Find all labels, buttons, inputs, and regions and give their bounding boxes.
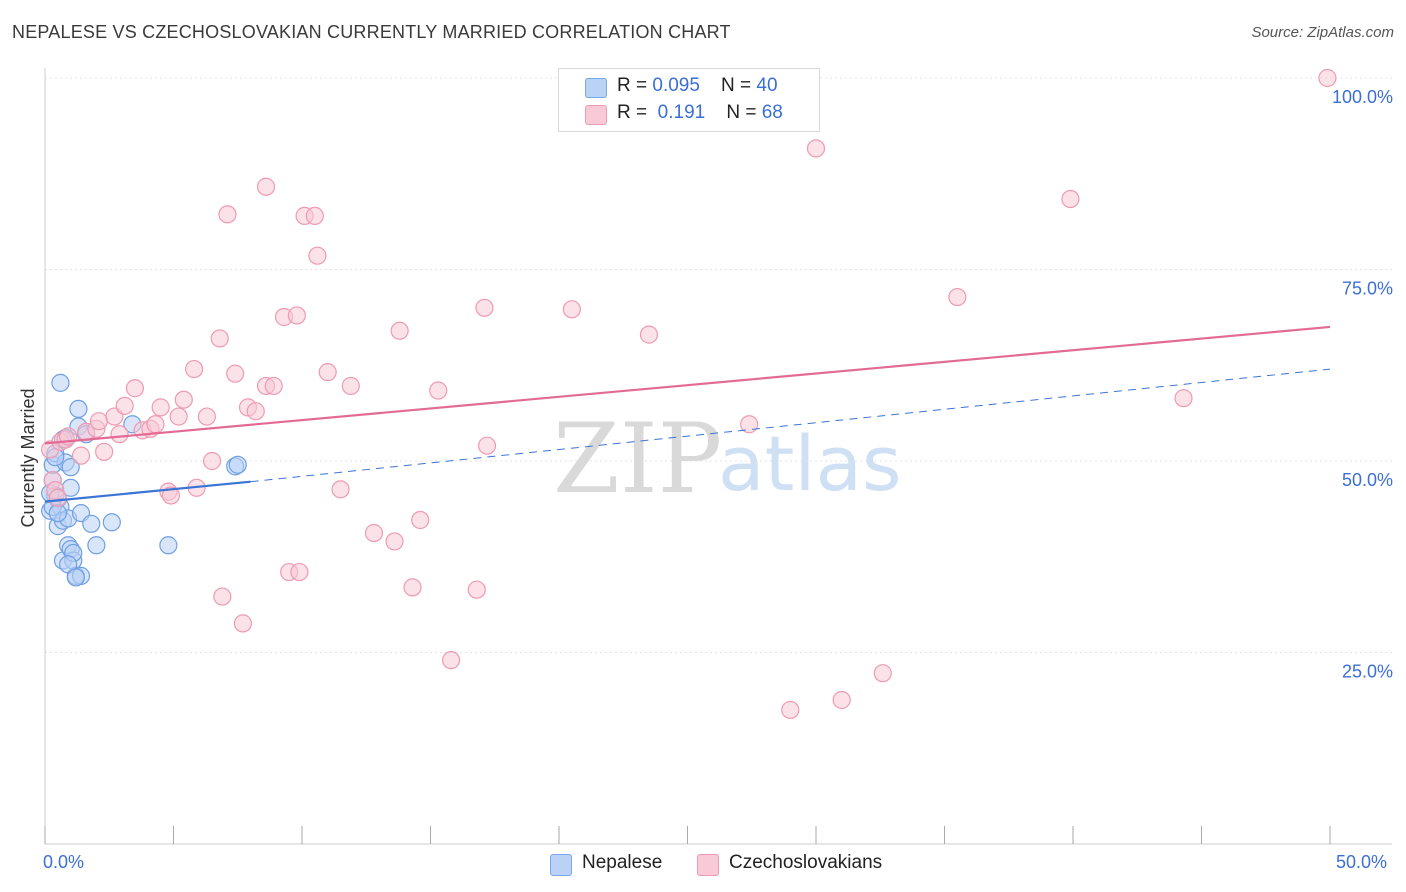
legend-n-label: N = — [726, 102, 762, 123]
data-points — [41, 68, 1337, 720]
nepalese-point — [87, 536, 106, 555]
y-axis-label: Currently Married — [18, 388, 38, 527]
czechoslovakians-point — [331, 480, 350, 499]
czechoslovakians-point — [1061, 189, 1080, 209]
czechoslovakians-point — [174, 390, 193, 409]
nepalese-swatch — [585, 78, 607, 98]
czechoslovakians-point — [318, 363, 337, 382]
czechoslovakians-point — [390, 321, 409, 340]
czechoslovakians-point — [218, 205, 237, 224]
czechoslovakians-point — [1318, 68, 1337, 88]
czechoslovakians-point — [832, 690, 851, 710]
czechoslovakians-point — [308, 246, 327, 265]
czechoslovakians-point — [305, 206, 324, 225]
czechoslovakians-point — [146, 415, 165, 434]
czechoslovakians-point — [110, 425, 129, 444]
czechoslovakians-point — [403, 578, 422, 597]
czechoslovakians-trend-line — [44, 325, 1331, 445]
nepalese-point — [159, 536, 178, 555]
czechoslovakians-point — [873, 664, 892, 683]
legend-r-label: R = — [617, 102, 653, 123]
czechoslovakians-point — [151, 398, 170, 417]
legend-n-value: 40 — [756, 75, 778, 96]
czechoslovakians-point — [95, 442, 114, 461]
watermark-atlas: atlas — [718, 419, 902, 508]
nepalese-legend-label: Nepalese — [582, 852, 663, 873]
nepalese-trend-line — [44, 480, 251, 503]
czechoslovakians-point — [411, 510, 430, 530]
nepalese-point — [102, 513, 121, 532]
czechoslovakians-point — [287, 306, 306, 325]
czechoslovakians-point — [364, 523, 384, 543]
legend-n-value: 68 — [761, 102, 783, 123]
y-tick-label: 100.0% — [1332, 87, 1393, 107]
czechoslovakians-swatch — [585, 105, 607, 125]
czechoslovakians-point — [115, 396, 134, 415]
czechoslovakians-point — [246, 402, 265, 421]
watermark-zip: ZIP — [553, 403, 722, 515]
trend-lines — [44, 325, 1331, 503]
watermark: ZIP atlas — [553, 403, 902, 515]
czechoslovakians-point — [169, 407, 188, 426]
czechoslovakians-point — [467, 580, 486, 599]
chart-title: NEPALESE VS CZECHOSLOVAKIAN CURRENTLY MA… — [12, 22, 731, 42]
czechoslovakians-point — [256, 177, 276, 196]
czechoslovakians-point — [71, 446, 91, 465]
legend-r-value: 0.095 — [652, 75, 700, 96]
y-tick-label: 25.0% — [1342, 662, 1393, 682]
czechoslovakians-point — [290, 562, 309, 582]
czechoslovakians-point — [48, 488, 67, 507]
czechoslovakians-point — [184, 359, 204, 379]
nepalese-point — [48, 503, 67, 523]
source-label: Source: ZipAtlas.com — [1251, 24, 1394, 41]
x-max-label: 50.0% — [1336, 852, 1388, 872]
nepalese-point — [51, 373, 70, 392]
czechoslovakians-legend-label: Czechoslovakians — [729, 852, 883, 873]
x-min-label: 0.0% — [43, 852, 85, 872]
nepalese-point — [69, 399, 88, 419]
czechoslovakians-point — [639, 325, 659, 344]
czechoslovakians-point — [806, 139, 826, 158]
nepalese-point — [228, 455, 247, 474]
czechoslovakians-point — [210, 329, 229, 348]
czechoslovakians-point — [125, 379, 145, 398]
czechoslovakians-point — [264, 376, 283, 396]
legend-r-label: R = — [617, 75, 653, 96]
czechoslovakians-point — [385, 532, 404, 551]
czechoslovakians-point — [202, 451, 222, 471]
czechoslovakians-point — [477, 436, 497, 455]
czechoslovakians-point — [89, 412, 109, 431]
y-tick-label: 50.0% — [1342, 470, 1393, 490]
czechoslovakians-point — [213, 587, 232, 606]
nepalese-point — [66, 568, 85, 587]
czechoslovakians-point — [948, 287, 967, 307]
czechoslovakians-point — [233, 614, 252, 633]
czechoslovakians-point — [475, 298, 494, 317]
legend-n-label: N = — [721, 75, 757, 96]
czechoslovakians-point — [429, 381, 448, 400]
stats-legend: R = 0.095 N = 40 R = 0.191 N = 68 — [558, 68, 820, 132]
y-tick-labels: 25.0% 50.0% 75.0% 100.0% — [1332, 87, 1393, 682]
czechoslovakians-point — [562, 300, 581, 319]
y-tick-label: 75.0% — [1342, 279, 1393, 299]
czechoslovakians-point — [441, 651, 461, 670]
czechoslovakians-point — [1174, 389, 1193, 408]
legend-r-value: 0.191 — [652, 102, 706, 123]
czechoslovakians-point — [341, 376, 360, 396]
gridlines — [45, 77, 1392, 653]
czechoslovakians-point — [740, 415, 759, 434]
czechoslovakians-point — [226, 364, 245, 383]
nepalese-point — [61, 458, 80, 477]
czechoslovakians-point — [197, 407, 217, 426]
nepalese-point — [82, 514, 101, 533]
czechoslovakians-point — [781, 700, 800, 720]
czechoslovakians-point — [161, 486, 181, 505]
nepalese-legend-swatch — [550, 854, 572, 876]
czechoslovakians-legend-swatch — [697, 854, 719, 876]
